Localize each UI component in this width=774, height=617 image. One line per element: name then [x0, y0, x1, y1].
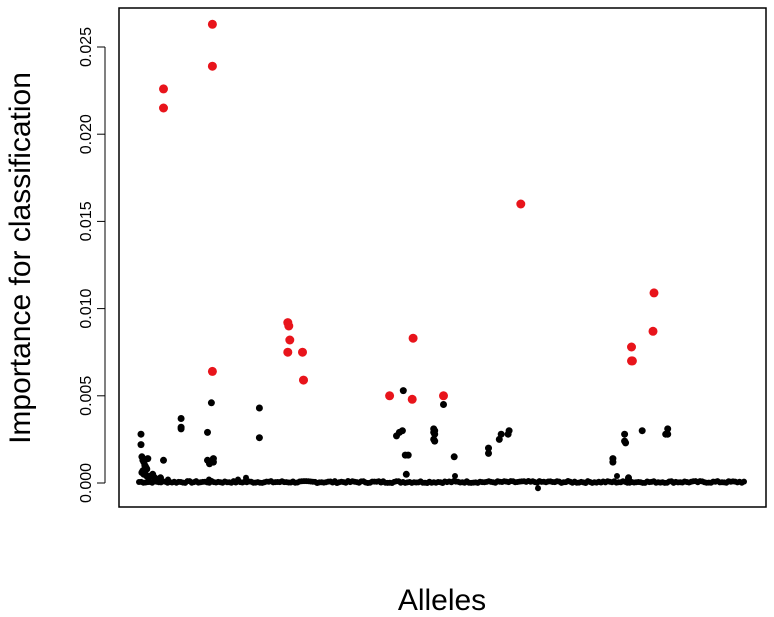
data-point — [497, 430, 505, 438]
data-point — [399, 387, 407, 395]
baseline-point — [243, 474, 249, 481]
data-point — [485, 449, 492, 457]
data-point — [207, 399, 215, 407]
plot-area-border — [118, 7, 767, 508]
y-tick-label: 0.020 — [78, 114, 95, 154]
y-tick-label: 0.025 — [78, 27, 95, 67]
baseline-point-cluster — [136, 473, 747, 492]
highlighted-point — [408, 333, 418, 343]
data-point — [157, 474, 164, 482]
y-axis-title: Importance for classification — [4, 72, 37, 444]
x-axis-title: Alleles — [398, 584, 486, 617]
data-point — [160, 456, 167, 464]
baseline-point — [235, 476, 241, 483]
y-axis: 0.000 0.005 0.010 0.015 0.020 0.025 — [78, 27, 106, 503]
highlighted-point — [627, 342, 636, 352]
highlighted-point — [283, 347, 293, 357]
data-point — [431, 430, 439, 438]
data-point — [204, 428, 211, 436]
y-tick-label: 0.010 — [78, 288, 95, 328]
data-point — [255, 434, 263, 442]
highlighted-point — [516, 199, 526, 209]
baseline-point — [165, 476, 171, 483]
highlighted-point — [407, 394, 417, 404]
data-point — [255, 404, 263, 412]
data-point — [137, 430, 145, 438]
y-tick-label: 0.005 — [78, 376, 95, 416]
data-point — [664, 425, 672, 433]
y-tick-label: 0.000 — [78, 463, 95, 503]
data-point — [177, 425, 185, 433]
highlighted-point — [439, 391, 448, 401]
data-point — [440, 401, 447, 408]
highlighted-point — [159, 103, 168, 113]
data-point — [398, 427, 406, 435]
y-tick-label: 0.015 — [78, 201, 95, 241]
data-point — [144, 455, 152, 463]
data-point — [609, 458, 617, 466]
highlighted-point — [648, 326, 658, 336]
data-point — [621, 430, 629, 438]
baseline-point — [452, 473, 458, 479]
highlighted-point — [285, 335, 295, 345]
highlighted-point — [159, 84, 168, 94]
baseline-point — [206, 476, 212, 483]
data-point — [209, 458, 217, 466]
data-point — [505, 427, 513, 435]
highlighted-point — [207, 366, 217, 376]
data-point — [450, 453, 458, 461]
baseline-point — [535, 485, 541, 492]
data-point — [625, 476, 632, 483]
data-point — [485, 444, 492, 452]
highlighted-point — [298, 347, 307, 357]
highlighted-point — [207, 61, 217, 71]
data-point — [402, 470, 410, 478]
highlighted-point — [649, 288, 659, 298]
baseline-point — [741, 478, 747, 485]
data-point — [638, 427, 646, 435]
baseline-point — [614, 473, 620, 479]
highlighted-point — [627, 356, 637, 366]
data-point — [622, 439, 630, 447]
highlighted-point — [385, 391, 395, 401]
data-point — [404, 451, 412, 459]
data-point — [177, 415, 185, 422]
data-point — [137, 441, 145, 449]
highlighted-point — [207, 19, 217, 29]
data-point — [662, 430, 670, 438]
data-points — [137, 19, 672, 483]
highlighted-point — [299, 375, 308, 385]
data-point — [431, 437, 439, 445]
highlighted-point — [284, 321, 294, 331]
